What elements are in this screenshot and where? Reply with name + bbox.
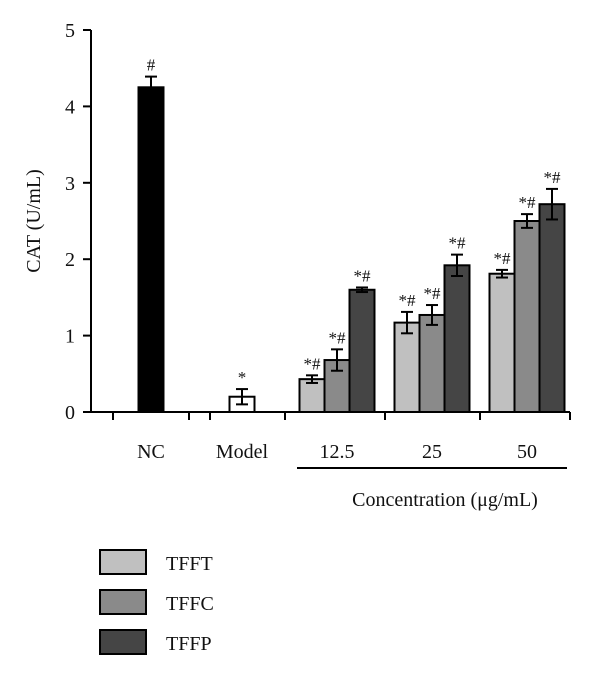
y-tick-label: 1 — [65, 326, 75, 348]
tffc-bar — [418, 313, 446, 413]
tffp-bar — [538, 203, 566, 413]
x-group-label: NC — [137, 441, 165, 463]
x-group-label: 25 — [422, 441, 442, 463]
tffc-significance-label: *# — [329, 328, 347, 347]
x-group-label: 50 — [517, 441, 537, 463]
tfft-bar — [488, 272, 516, 413]
x-group-label: Model — [216, 441, 269, 463]
y-tick-label: 3 — [65, 173, 75, 195]
tffp-significance-label: *# — [449, 234, 467, 253]
tfft-significance-label: *# — [304, 354, 322, 373]
legend-label-tffc: TFFC — [166, 593, 214, 615]
y-tick-label: 5 — [65, 20, 75, 42]
legend-label-tffp: TFFP — [166, 633, 212, 655]
y-tick-label: 4 — [65, 96, 75, 118]
tfft-significance-label: *# — [494, 249, 512, 268]
tffc-bar — [513, 220, 541, 413]
legend-swatch-tfft — [99, 549, 147, 575]
legend-swatch-tffp — [99, 629, 147, 655]
axes: 0 1 2 3 4 5 CAT (U/mL) NC Model 12.5 25 50 Concentra… — [23, 20, 571, 511]
tffc-significance-label: *# — [424, 284, 442, 303]
tffp-bar — [443, 264, 471, 414]
tffp-bar — [348, 288, 376, 414]
legend-label-tfft: TFFT — [166, 553, 213, 575]
tfft-significance-label: *# — [399, 291, 417, 310]
tffp-significance-label: *# — [544, 168, 562, 187]
tffc-significance-label: *# — [519, 193, 537, 212]
legend-swatch-tffc — [99, 589, 147, 615]
nc-significance-label: # — [147, 56, 156, 75]
tfft-bar — [298, 378, 326, 414]
tfft-bar — [393, 321, 421, 413]
x-group-label: 12.5 — [320, 441, 355, 463]
y-tick-label: 0 — [65, 402, 75, 424]
legend: TFFT TFFC TFFP — [99, 549, 214, 655]
y-tick-label: 2 — [65, 249, 75, 271]
bars: # * *# *# *# *# *# *# *# *# *# — [137, 56, 566, 414]
y-axis-title: CAT (U/mL) — [23, 169, 45, 273]
model-significance-label: * — [238, 368, 247, 387]
nc-bar — [137, 86, 165, 414]
tffp-significance-label: *# — [354, 266, 372, 285]
concentration-label: Concentration (μg/mL) — [352, 489, 538, 511]
